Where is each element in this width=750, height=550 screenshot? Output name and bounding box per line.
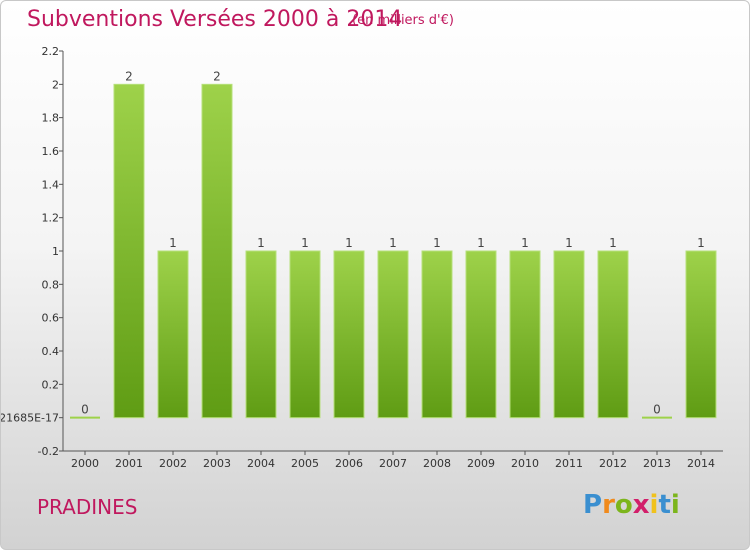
x-tick-label: 2009 [467, 457, 495, 470]
data-label: 1 [477, 236, 485, 250]
chart-title: Subventions Versées 2000 à 2014 [27, 7, 403, 32]
bar [597, 250, 629, 419]
chart-data-labels: 0 2 1 2 1 1 1 1 1 1 1 1 1 0 1 [81, 69, 705, 416]
chart-bars [70, 83, 717, 419]
bar [421, 250, 453, 419]
bar [245, 250, 277, 419]
x-tick-label: 2007 [379, 457, 407, 470]
bar [465, 250, 497, 419]
logo-letter: t [658, 490, 671, 520]
y-tick-label: -2.0816681711721685E-17 [1, 412, 59, 425]
chart-axes: 2.2 2 1.8 1.6 1.4 1.2 1 0.8 0.6 0.4 0.2 -2.08166817… [1, 45, 723, 470]
x-tick-label: 2012 [599, 457, 627, 470]
y-tick-label: 2 [52, 78, 59, 91]
y-tick-label: 1.4 [42, 178, 60, 191]
y-tick-label: 1 [52, 245, 59, 258]
data-label: 2 [213, 69, 221, 83]
logo-letter: P [583, 490, 603, 520]
data-label: 1 [521, 236, 529, 250]
bar [113, 83, 145, 419]
x-tick-label: 2002 [159, 457, 187, 470]
x-tick-label: 2004 [247, 457, 275, 470]
y-tick-label: -0.2 [38, 445, 59, 458]
data-label: 1 [565, 236, 573, 250]
proxiti-logo: Proxiti [583, 490, 680, 520]
y-tick-label: 1.6 [42, 145, 60, 158]
unit-note: (en milliers d'€) [352, 13, 454, 28]
data-label: 0 [653, 403, 661, 417]
commune-name: PRADINES [37, 495, 138, 519]
data-label: 1 [697, 236, 705, 250]
logo-letter: i [670, 490, 680, 520]
x-tick-label: 2010 [511, 457, 539, 470]
y-tick-label: 0.8 [42, 278, 60, 291]
logo-letter: o [614, 490, 633, 520]
x-tick-label: 2006 [335, 457, 363, 470]
data-label: 1 [169, 236, 177, 250]
x-tick-label: 2008 [423, 457, 451, 470]
y-tick-label: 1.8 [42, 112, 60, 125]
bar [685, 250, 717, 419]
logo-letter: i [649, 490, 659, 520]
y-tick-label: 1.2 [42, 212, 60, 225]
logo-letter: x [632, 490, 650, 520]
data-label: 0 [81, 403, 89, 417]
x-tick-label: 2000 [71, 457, 99, 470]
bar [509, 250, 541, 419]
data-label: 1 [433, 236, 441, 250]
y-tick-label: 0.2 [42, 378, 60, 391]
bar [157, 250, 189, 419]
bar [289, 250, 321, 419]
x-tick-label: 2014 [687, 457, 715, 470]
x-tick-label: 2005 [291, 457, 319, 470]
bar [553, 250, 585, 419]
x-tick-label: 2001 [115, 457, 143, 470]
y-tick-label: 0.4 [42, 345, 60, 358]
data-label: 1 [389, 236, 397, 250]
data-label: 1 [257, 236, 265, 250]
bar [201, 83, 233, 419]
y-tick-label: 2.2 [42, 45, 60, 58]
bar [333, 250, 365, 419]
x-tick-label: 2013 [643, 457, 671, 470]
data-label: 1 [301, 236, 309, 250]
data-label: 2 [125, 69, 133, 83]
y-tick-label: 0.6 [42, 312, 60, 325]
data-label: 1 [345, 236, 353, 250]
logo-letter: r [602, 490, 615, 520]
x-tick-label: 2003 [203, 457, 231, 470]
bar [377, 250, 409, 419]
data-label: 1 [609, 236, 617, 250]
x-tick-label: 2011 [555, 457, 583, 470]
